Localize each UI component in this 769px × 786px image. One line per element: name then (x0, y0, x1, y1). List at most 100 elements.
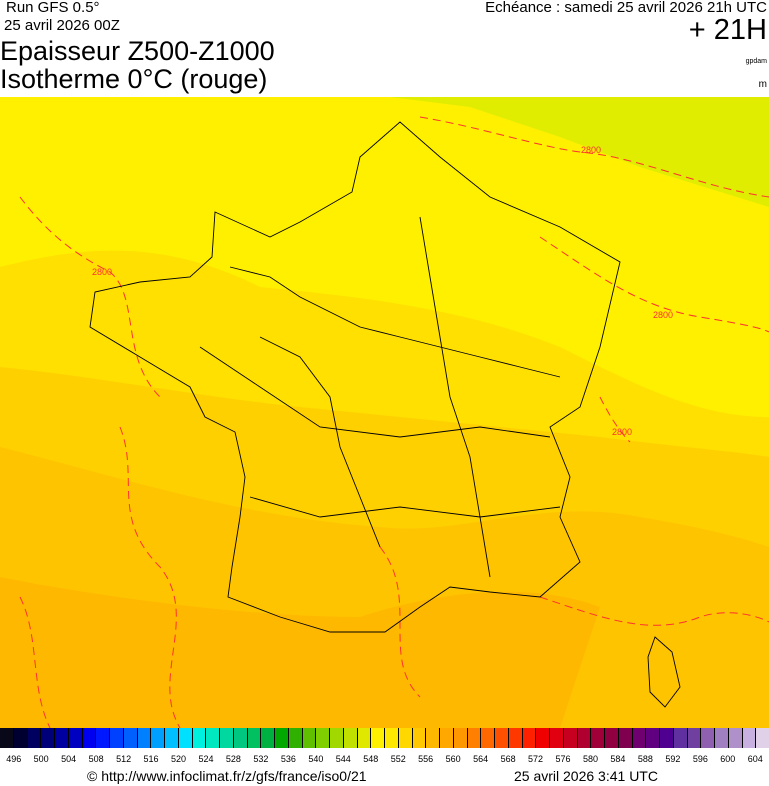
color-scale-cell (13, 728, 28, 748)
lead-time: + 21H (688, 14, 767, 46)
color-scale-cell (687, 728, 702, 748)
color-scale-label: 552 (390, 754, 406, 764)
color-scale-label: 500 (33, 754, 49, 764)
color-scale-cell (481, 728, 495, 748)
color-scale-cell (192, 728, 207, 748)
color-scale-cell (137, 728, 152, 748)
color-scale-cell (632, 728, 647, 748)
color-scale-cell (68, 728, 83, 748)
color-scale-label: 524 (198, 754, 214, 764)
france-outline (89, 121, 681, 708)
color-scale-cell (646, 728, 660, 748)
color-scale-cell (247, 728, 262, 748)
color-scale-cell (302, 728, 317, 748)
color-scale-label: 532 (253, 754, 269, 764)
color-scale-label: 576 (555, 754, 571, 764)
color-scale-cell (385, 728, 399, 748)
contour-label: 2800 (612, 427, 632, 437)
color-scale-cell (343, 728, 358, 748)
color-scale-cell (206, 728, 220, 748)
color-scale-cell (110, 728, 124, 748)
color-scale-label: 596 (692, 754, 708, 764)
color-scale-cell (536, 728, 550, 748)
color-scale-cell (316, 728, 330, 748)
color-scale-label: 560 (445, 754, 461, 764)
contour-label: 2800 (581, 145, 601, 155)
color-scale-label: 588 (637, 754, 653, 764)
color-scale-cell (233, 728, 248, 748)
color-scale-cell (591, 728, 605, 748)
color-scale-cell (618, 728, 633, 748)
color-scale-label: 528 (225, 754, 241, 764)
color-scale-cell (426, 728, 440, 748)
color-scale-cell (0, 728, 14, 748)
color-scale-cell (371, 728, 385, 748)
color-scale-cell (577, 728, 592, 748)
color-scale-cell (220, 728, 234, 748)
unit-m: m (758, 79, 767, 90)
color-scale-cell (261, 728, 275, 748)
run-label: Run GFS 0.5° (6, 0, 100, 16)
color-scale-label: 548 (363, 754, 379, 764)
map-subtitle: Isotherme 0°C (rouge) (0, 64, 268, 94)
color-scale-cell (605, 728, 619, 748)
color-scale-label: 520 (171, 754, 187, 764)
color-scale-cell (27, 728, 42, 748)
color-scale-cell (288, 728, 303, 748)
color-scale-label: 600 (720, 754, 736, 764)
color-scale-cell (742, 728, 757, 748)
color-scale-label: 508 (88, 754, 104, 764)
color-scale-cell (495, 728, 509, 748)
color-scale-cell (357, 728, 372, 748)
color-scale-label: 568 (500, 754, 516, 764)
contour-label: 2800 (92, 267, 112, 277)
color-scale-label: 580 (582, 754, 598, 764)
color-scale (0, 728, 769, 748)
color-scale-cell (728, 728, 743, 748)
color-scale-label: 584 (610, 754, 626, 764)
color-scale-cell (178, 728, 193, 748)
color-scale-cell (96, 728, 110, 748)
region-fill (0, 577, 600, 728)
run-date: 25 avril 2026 00Z (4, 17, 120, 34)
thickness-map: 2800 2800 2800 2800 (0, 97, 769, 728)
color-scale-cell (508, 728, 523, 748)
color-scale-cell (660, 728, 674, 748)
color-scale-label: 592 (665, 754, 681, 764)
color-scale-cell (165, 728, 179, 748)
color-scale-label: 604 (747, 754, 763, 764)
forecast-valid-time: Echéance : samedi 25 avril 2026 21h UTC (485, 0, 767, 16)
contour-label: 2800 (653, 310, 673, 320)
color-scale-cell (467, 728, 482, 748)
color-scale-label: 564 (473, 754, 489, 764)
isotherm-contours (19, 116, 769, 728)
color-scale-label: 516 (143, 754, 159, 764)
color-scale-label: 496 (6, 754, 22, 764)
color-scale-label: 512 (116, 754, 132, 764)
source-credit: © http://www.infoclimat.fr/z/gfs/france/… (87, 768, 367, 784)
color-scale-cell (673, 728, 688, 748)
color-scale-cell (82, 728, 97, 748)
unit-gpdam: gpdam (745, 58, 767, 65)
color-scale-labels: 496 500 504 508 512 516 520 524 528 532 536 540 544 5… (0, 754, 769, 766)
color-scale-cell (440, 728, 454, 748)
color-scale-cell (563, 728, 578, 748)
generated-time: 25 avril 2026 3:41 UTC (514, 768, 658, 784)
color-scale-cell (330, 728, 344, 748)
color-scale-cell (275, 728, 289, 748)
color-scale-label: 540 (308, 754, 324, 764)
color-scale-label: 572 (528, 754, 544, 764)
color-scale-cell (55, 728, 69, 748)
region-fill (390, 97, 769, 207)
color-scale-label: 556 (418, 754, 434, 764)
color-scale-cell (41, 728, 55, 748)
color-scale-label: 544 (335, 754, 351, 764)
map-title: Epaisseur Z500-Z1000 (0, 36, 275, 66)
color-scale-cell (398, 728, 413, 748)
color-scale-cell (701, 728, 715, 748)
color-scale-label: 504 (61, 754, 77, 764)
color-scale-cell (412, 728, 427, 748)
color-scale-cell (756, 728, 769, 748)
color-scale-cell (550, 728, 564, 748)
